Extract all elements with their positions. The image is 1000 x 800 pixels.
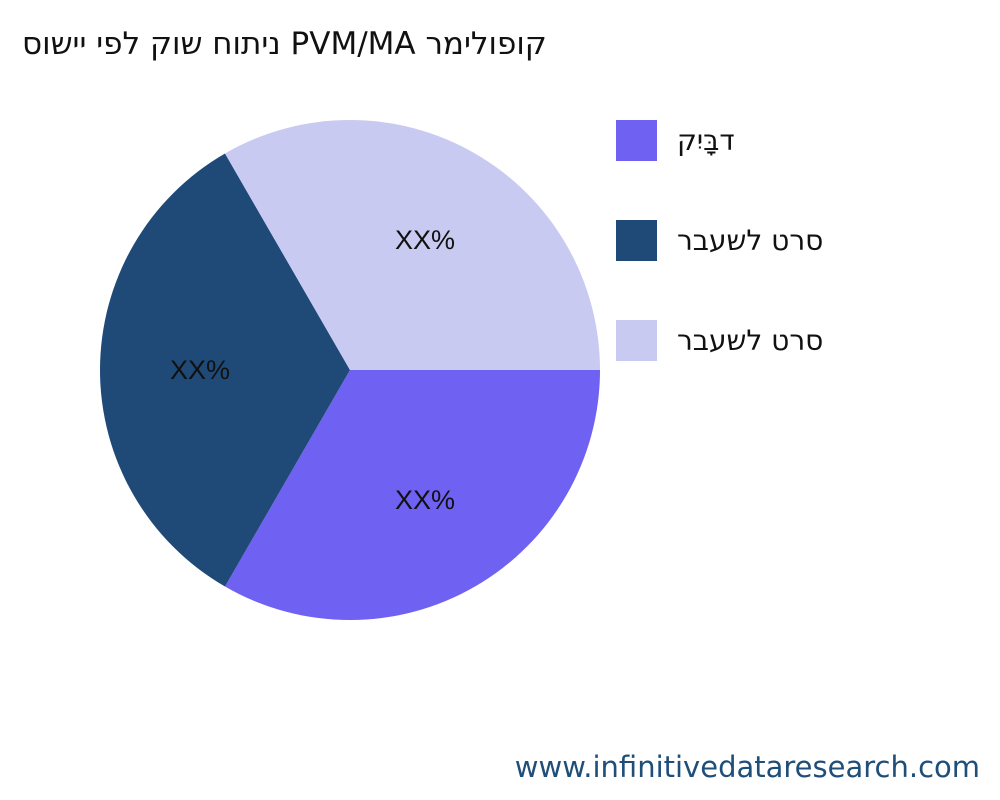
legend-item: רבעשל טרס (616, 220, 823, 261)
footer-url: www.infinitivedataresearch.com (514, 750, 980, 784)
legend-swatch (616, 220, 657, 261)
legend-label: רבעשל טרס (677, 224, 824, 257)
legend-item: קיִבָּד (616, 120, 735, 161)
legend-swatch (616, 120, 657, 161)
legend-label: קיִבָּד (677, 124, 735, 157)
legend-swatch (616, 320, 657, 361)
chart-title: סושיי יפל קוש חותינ PVM/MA רמילופוק (22, 26, 547, 62)
slice-label: XX% (170, 355, 230, 385)
pie-slice (225, 370, 600, 620)
legend-item: רבעשל טרס (616, 320, 823, 361)
slice-label: XX% (395, 485, 455, 515)
pie-slice (225, 119, 600, 370)
slice-label: XX% (395, 225, 455, 255)
legend-label: רבעשל טרס (677, 324, 824, 357)
